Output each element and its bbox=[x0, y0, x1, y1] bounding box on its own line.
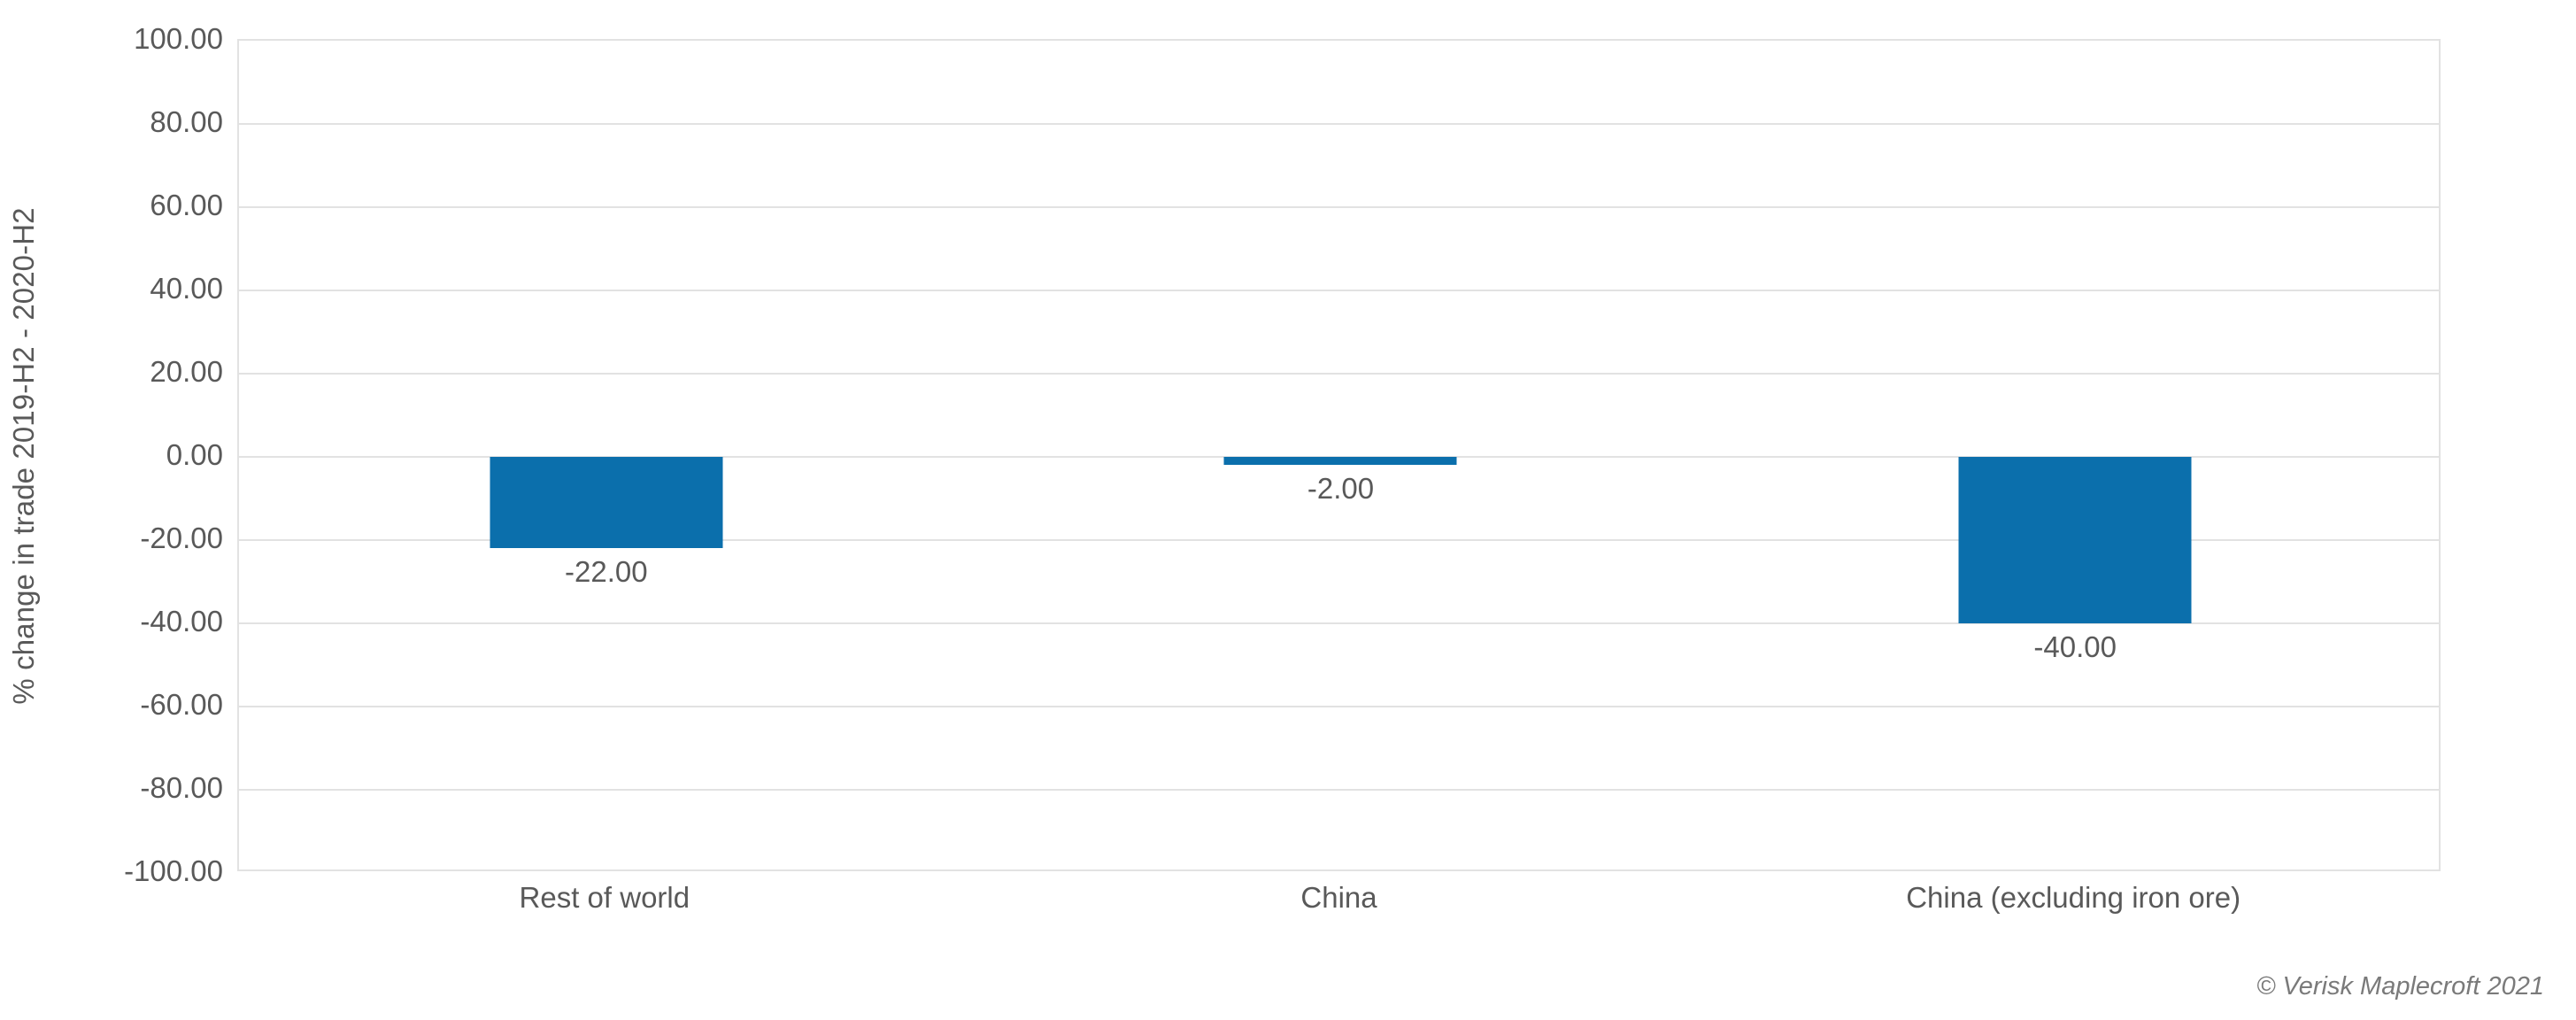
x-axis-tick-labels: Rest of world China China (excluding iron … bbox=[237, 881, 2441, 925]
y-axis-tick-label: -80.00 bbox=[140, 771, 223, 804]
gridline bbox=[239, 290, 2439, 291]
bars-layer: -22.00 -2.00 -40.00 bbox=[239, 41, 2439, 869]
y-axis-tick-label: 0.00 bbox=[166, 438, 223, 471]
copyright-credit: © Verisk Maplecroft 2021 bbox=[2256, 972, 2544, 1001]
gridline bbox=[239, 123, 2439, 125]
bar[interactable] bbox=[1223, 457, 1457, 466]
y-axis-tick-label: 80.00 bbox=[150, 105, 223, 138]
y-axis-tick-label: -40.00 bbox=[140, 605, 223, 638]
x-axis-tick-label: China bbox=[1300, 881, 1377, 914]
bar-group: -22.00 bbox=[239, 41, 974, 869]
y-axis-tick-label: 20.00 bbox=[150, 355, 223, 388]
gridline bbox=[239, 789, 2439, 791]
bar-value-label: -22.00 bbox=[565, 555, 648, 589]
bar-group: -2.00 bbox=[974, 41, 1708, 869]
y-axis-tick-label: 60.00 bbox=[150, 189, 223, 221]
x-axis-tick-label: Rest of world bbox=[519, 881, 690, 914]
y-axis-tick-label: 100.00 bbox=[134, 22, 223, 55]
x-axis-tick-label: China (excluding iron ore) bbox=[1906, 881, 2241, 914]
plot-area: -22.00 -2.00 -40.00 bbox=[237, 39, 2441, 871]
gridline bbox=[239, 622, 2439, 624]
bar-group: -40.00 bbox=[1708, 41, 2442, 869]
y-axis-tick-label: 40.00 bbox=[150, 272, 223, 305]
y-axis-tick-label: -100.00 bbox=[124, 854, 223, 887]
bar-value-label: -2.00 bbox=[1307, 472, 1375, 506]
bar-value-label: -40.00 bbox=[2033, 630, 2117, 663]
bar[interactable] bbox=[1958, 457, 2192, 623]
gridline bbox=[239, 539, 2439, 541]
y-axis-tick-label: -60.00 bbox=[140, 688, 223, 721]
gridline bbox=[239, 706, 2439, 707]
gridline bbox=[239, 206, 2439, 208]
bar[interactable] bbox=[490, 457, 723, 549]
gridline bbox=[239, 373, 2439, 375]
y-axis-tick-label: -20.00 bbox=[140, 522, 223, 554]
y-axis-tick-labels: 100.00 80.00 60.00 40.00 20.00 0.00 -20.00 -40.… bbox=[35, 22, 223, 887]
